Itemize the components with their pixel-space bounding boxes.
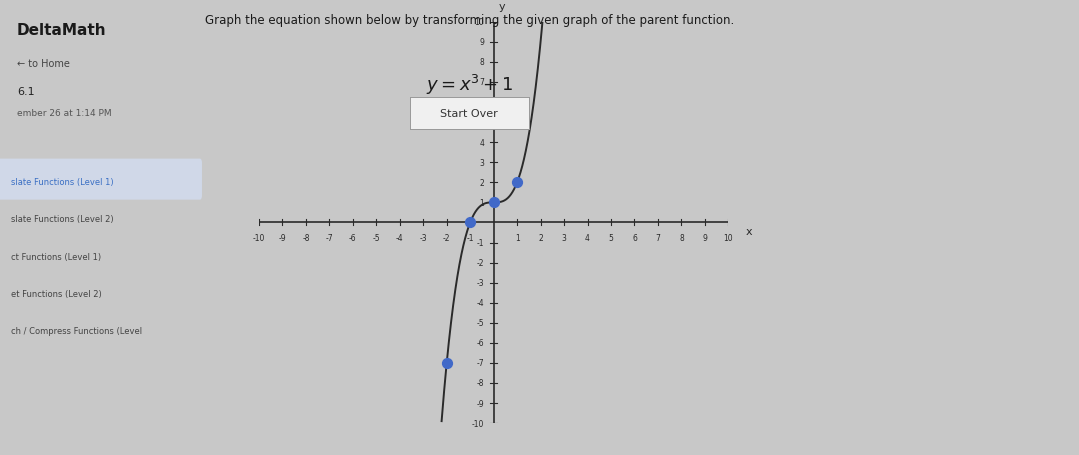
Text: DeltaMath: DeltaMath (17, 23, 107, 38)
Text: Start Over: Start Over (440, 109, 498, 119)
Text: -3: -3 (420, 234, 427, 243)
Text: -9: -9 (477, 399, 484, 408)
Text: $y = x^3 + 1$: $y = x^3 + 1$ (426, 73, 513, 97)
Text: slate Functions (Level 2): slate Functions (Level 2) (11, 215, 113, 224)
Text: 2: 2 (538, 234, 543, 243)
Point (508, 179, 525, 187)
Text: -7: -7 (326, 234, 333, 243)
Text: 7: 7 (479, 78, 484, 87)
Text: -2: -2 (443, 234, 450, 243)
Text: 9: 9 (479, 38, 484, 47)
Text: 4: 4 (479, 138, 484, 147)
Text: ← to Home: ← to Home (17, 59, 70, 69)
Point (486, 199, 503, 207)
Text: -10: -10 (252, 234, 265, 243)
Text: 2: 2 (479, 178, 484, 187)
Text: 1: 1 (479, 198, 484, 207)
Text: ct Functions (Level 1): ct Functions (Level 1) (11, 252, 100, 261)
Text: -8: -8 (477, 379, 484, 388)
Text: 10: 10 (724, 234, 733, 243)
Text: slate Functions (Level 1): slate Functions (Level 1) (11, 177, 113, 187)
Text: -6: -6 (349, 234, 357, 243)
Text: 6: 6 (479, 98, 484, 107)
Text: 5: 5 (479, 118, 484, 127)
Text: 4: 4 (585, 234, 590, 243)
Point (462, 219, 479, 227)
Text: 6.1: 6.1 (17, 86, 35, 96)
Text: -10: -10 (472, 419, 484, 428)
Text: -4: -4 (477, 298, 484, 308)
Text: -8: -8 (302, 234, 310, 243)
Text: 1: 1 (515, 234, 519, 243)
Text: -1: -1 (466, 234, 474, 243)
Text: 7: 7 (655, 234, 660, 243)
Text: -4: -4 (396, 234, 404, 243)
Text: 5: 5 (609, 234, 614, 243)
Text: et Functions (Level 2): et Functions (Level 2) (11, 289, 101, 298)
Text: 8: 8 (479, 58, 484, 67)
Text: 3: 3 (561, 234, 566, 243)
Text: x: x (747, 227, 753, 237)
Point (438, 359, 455, 367)
Text: 3: 3 (479, 158, 484, 167)
Text: -1: -1 (477, 238, 484, 248)
Text: 8: 8 (679, 234, 684, 243)
Text: 6: 6 (632, 234, 637, 243)
Text: -5: -5 (372, 234, 380, 243)
Text: -5: -5 (477, 318, 484, 328)
Text: -3: -3 (477, 278, 484, 288)
Text: y: y (498, 2, 505, 12)
Text: -2: -2 (477, 258, 484, 268)
Text: ember 26 at 1:14 PM: ember 26 at 1:14 PM (17, 109, 111, 118)
FancyBboxPatch shape (0, 159, 202, 200)
Text: -9: -9 (278, 234, 286, 243)
Text: -7: -7 (477, 359, 484, 368)
Text: 9: 9 (702, 234, 708, 243)
Text: ch / Compress Functions (Level: ch / Compress Functions (Level (11, 327, 141, 336)
Text: Graph the equation shown below by transforming the given graph of the parent fun: Graph the equation shown below by transf… (205, 14, 734, 27)
Text: -6: -6 (477, 339, 484, 348)
Text: 10: 10 (475, 18, 484, 27)
